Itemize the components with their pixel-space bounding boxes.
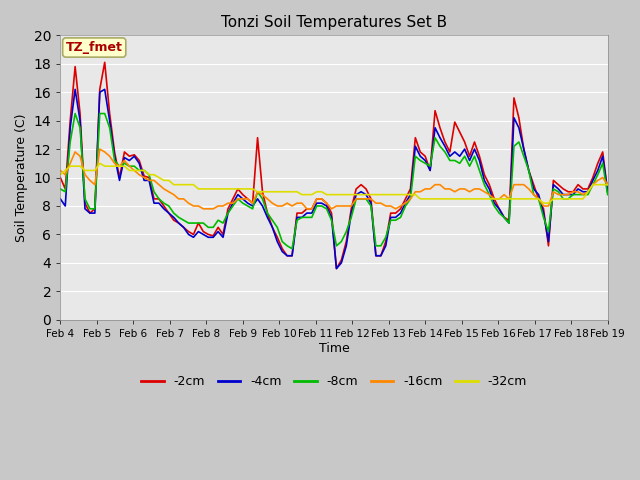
- -8cm: [461, 153, 468, 159]
- -8cm: [372, 243, 380, 249]
- -2cm: [594, 160, 602, 166]
- -2cm: [490, 196, 498, 202]
- -16cm: [259, 192, 266, 197]
- -2cm: [604, 189, 611, 195]
- -32cm: [486, 196, 493, 202]
- -32cm: [56, 172, 64, 178]
- Line: -8cm: -8cm: [60, 114, 607, 249]
- Y-axis label: Soil Temperature (C): Soil Temperature (C): [15, 113, 28, 242]
- -2cm: [372, 253, 380, 259]
- -4cm: [490, 200, 498, 206]
- -4cm: [604, 189, 611, 195]
- -8cm: [56, 186, 64, 192]
- -16cm: [436, 182, 444, 188]
- -2cm: [333, 266, 340, 272]
- -4cm: [372, 253, 380, 259]
- -16cm: [461, 186, 468, 192]
- -8cm: [594, 172, 602, 178]
- -16cm: [96, 146, 104, 152]
- -16cm: [372, 200, 380, 206]
- -32cm: [431, 196, 439, 202]
- -8cm: [253, 189, 261, 195]
- -16cm: [56, 168, 64, 173]
- -16cm: [594, 178, 602, 183]
- -2cm: [101, 60, 109, 65]
- Line: -32cm: -32cm: [60, 163, 607, 203]
- -4cm: [333, 266, 340, 272]
- -4cm: [253, 196, 261, 202]
- -4cm: [56, 196, 64, 202]
- -16cm: [490, 196, 498, 202]
- -4cm: [594, 168, 602, 173]
- Title: Tonzi Soil Temperatures Set B: Tonzi Soil Temperatures Set B: [221, 15, 447, 30]
- -32cm: [456, 196, 463, 202]
- Legend: -2cm, -4cm, -8cm, -16cm, -32cm: -2cm, -4cm, -8cm, -16cm, -32cm: [136, 370, 532, 393]
- -32cm: [253, 189, 261, 195]
- -2cm: [253, 135, 261, 141]
- -8cm: [490, 203, 498, 209]
- -8cm: [436, 144, 444, 149]
- -4cm: [71, 86, 79, 92]
- -4cm: [436, 135, 444, 141]
- Line: -16cm: -16cm: [60, 149, 607, 209]
- -2cm: [56, 175, 64, 180]
- -16cm: [200, 206, 207, 212]
- -32cm: [367, 192, 375, 197]
- -4cm: [461, 146, 468, 152]
- -32cm: [540, 200, 547, 206]
- Line: -2cm: -2cm: [60, 62, 607, 269]
- -32cm: [96, 160, 104, 166]
- -8cm: [288, 246, 296, 252]
- -2cm: [461, 139, 468, 145]
- -8cm: [71, 111, 79, 117]
- Text: TZ_fmet: TZ_fmet: [66, 41, 123, 54]
- -16cm: [604, 182, 611, 188]
- X-axis label: Time: Time: [319, 342, 349, 355]
- -32cm: [594, 182, 602, 188]
- -2cm: [436, 125, 444, 131]
- -32cm: [604, 182, 611, 188]
- Line: -4cm: -4cm: [60, 89, 607, 269]
- -8cm: [604, 192, 611, 197]
